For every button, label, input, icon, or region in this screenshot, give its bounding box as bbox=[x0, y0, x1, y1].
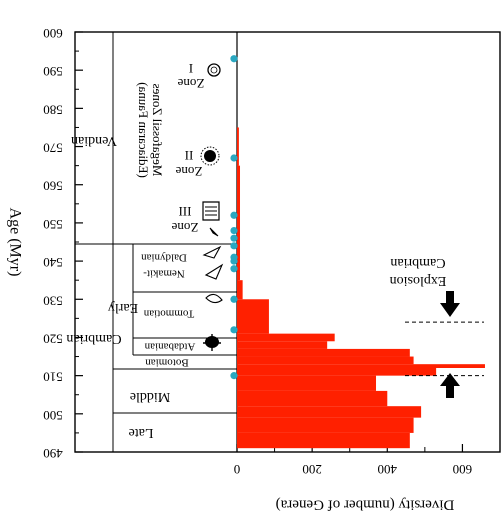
occurrence-marker bbox=[230, 55, 238, 63]
fossil-icon-cone-1 bbox=[202, 245, 222, 259]
x-tick-label: 0 bbox=[234, 462, 241, 477]
occurrence-marker bbox=[230, 265, 238, 273]
diversity-bar bbox=[237, 417, 414, 433]
y-tick-label: 600 bbox=[43, 26, 63, 41]
stage-label-botomian: Botomian bbox=[145, 356, 189, 368]
occurrence-marker bbox=[230, 295, 238, 303]
x-axis-title: Diversity (number of Genera) bbox=[276, 497, 455, 513]
y-tick-label: 580 bbox=[43, 102, 63, 117]
arrow-up-icon bbox=[440, 373, 460, 398]
y-tick-label: 510 bbox=[43, 370, 63, 385]
occurrence-marker bbox=[230, 372, 238, 380]
fossil-icon-shell bbox=[205, 293, 223, 304]
zone-3-label: Zone bbox=[171, 220, 198, 235]
diversity-bar bbox=[237, 333, 335, 342]
period-label-vendian: Vendian bbox=[71, 133, 117, 148]
zone-1-label: Zone bbox=[177, 76, 204, 91]
fossil-icon-cone-2 bbox=[204, 263, 224, 280]
y-tick-label: 500 bbox=[43, 408, 63, 423]
zones-heading: Megafossil Zones bbox=[150, 84, 165, 177]
fossil-icon-spike bbox=[209, 227, 219, 237]
occurrence-marker bbox=[230, 211, 238, 219]
occurrence-marker bbox=[230, 154, 238, 162]
annotation-line-1: Cambrian bbox=[390, 255, 445, 270]
stage-label-nemakit: Nemakit- bbox=[143, 267, 185, 279]
y-tick-label: 490 bbox=[43, 446, 63, 461]
stage-label-daldynian: Daldynian bbox=[141, 251, 187, 263]
diversity-bar bbox=[237, 368, 437, 376]
occurrence-marker bbox=[230, 326, 238, 334]
diversity-bar bbox=[237, 348, 410, 357]
diversity-bar bbox=[237, 341, 328, 349]
annotation-line-2: Explosion bbox=[390, 273, 447, 288]
fossil-icon-trilobite bbox=[203, 334, 221, 351]
diversity-bar bbox=[237, 165, 241, 281]
diversity-bar bbox=[237, 127, 239, 166]
occurrence-markers bbox=[230, 55, 238, 380]
arrow-down-icon bbox=[440, 291, 460, 317]
zone-1-numeral: I bbox=[189, 61, 193, 76]
y-tick-label: 520 bbox=[43, 331, 63, 346]
occurrence-marker bbox=[230, 234, 238, 242]
epoch-label-middle: Middle bbox=[130, 389, 170, 404]
diversity-bar bbox=[237, 356, 414, 365]
zone-1: I Zone bbox=[177, 61, 204, 91]
y-tick-label: 530 bbox=[43, 293, 63, 308]
x-tick-label: 600 bbox=[453, 462, 473, 477]
period-label-cambrian: Cambrian bbox=[66, 331, 121, 346]
zone-2-label: Zone bbox=[175, 164, 202, 179]
epoch-label-late: Late bbox=[129, 425, 154, 440]
y-tick-label: 560 bbox=[43, 179, 63, 194]
diversity-bar bbox=[237, 280, 243, 300]
stage-label-atdabanian: Atdabanian bbox=[144, 340, 195, 352]
y-tick-label: 590 bbox=[43, 64, 63, 79]
x-axis: 0 200 400 600 bbox=[234, 444, 472, 477]
zones-subheading: (Ediacaran Fauna) bbox=[136, 82, 151, 178]
geologic-column: Vendian Cambrian Early Middle Late Botom… bbox=[66, 32, 237, 452]
x-tick-label: 400 bbox=[378, 462, 398, 477]
y-axis-title: Age (Myr) bbox=[6, 208, 23, 277]
fossil-icon-medusoid bbox=[200, 146, 220, 166]
y-tick-label: 570 bbox=[43, 141, 63, 156]
diversity-bar bbox=[237, 390, 388, 407]
explosion-annotation: Cambrian Explosion bbox=[390, 255, 484, 398]
stage-label-tommotian: Tommotian bbox=[143, 307, 194, 319]
diversity-bar bbox=[237, 406, 422, 418]
occurrence-marker bbox=[230, 242, 238, 250]
y-tick-label: 540 bbox=[43, 255, 63, 270]
fossil-icon-ring bbox=[207, 63, 221, 77]
diversity-bar bbox=[237, 364, 485, 368]
diversity-bar bbox=[237, 299, 269, 334]
diversity-bar bbox=[237, 375, 377, 391]
zone-2: II Zone bbox=[175, 148, 202, 179]
zone-3: III Zone bbox=[171, 204, 198, 235]
fossil-icon-frond bbox=[202, 201, 220, 221]
occurrence-marker bbox=[230, 226, 238, 235]
diversity-bars bbox=[237, 127, 485, 449]
epoch-label-early: Early bbox=[108, 300, 138, 315]
occurrence-marker bbox=[230, 253, 238, 261]
y-tick-label: 550 bbox=[43, 217, 63, 232]
zone-3-numeral: III bbox=[179, 204, 192, 219]
x-tick-label: 200 bbox=[302, 462, 322, 477]
zone-2-numeral: II bbox=[185, 148, 194, 163]
diversity-bar bbox=[237, 432, 410, 449]
y-axis: 490 500 510 520 530 540 550 560 570 580 590 600 bbox=[43, 26, 83, 461]
